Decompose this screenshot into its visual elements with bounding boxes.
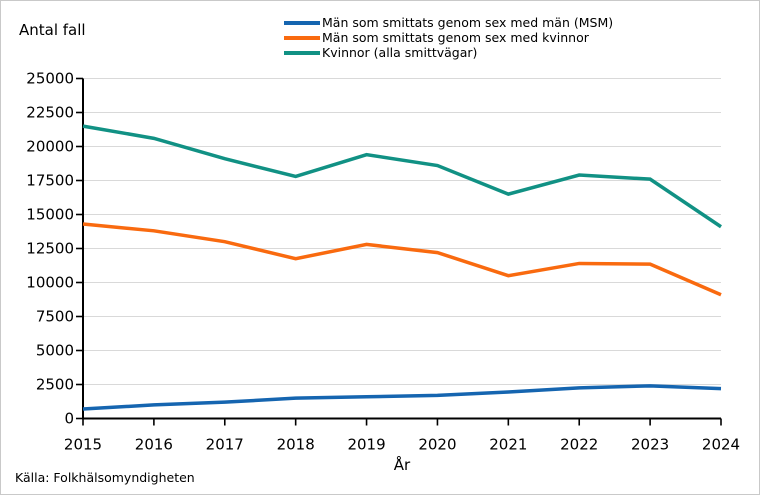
legend: Män som smittats genom sex med män (MSM)… <box>284 15 613 60</box>
y-tick-label: 22500 <box>26 104 74 122</box>
y-tick-label: 12500 <box>26 240 74 258</box>
legend-label: Kvinnor (alla smittvägar) <box>322 45 478 60</box>
y-tick-label: 7500 <box>36 308 74 326</box>
y-tick-label: 10000 <box>26 274 74 292</box>
y-tick-label: 5000 <box>36 342 74 360</box>
source-note: Källa: Folkhälsomyndigheten <box>15 470 195 485</box>
legend-label: Män som smittats genom sex med kvinnor <box>322 30 589 45</box>
legend-swatch <box>284 20 320 25</box>
y-tick-label: 0 <box>64 410 74 428</box>
legend-swatch <box>284 50 320 55</box>
y-tick-label: 25000 <box>26 70 74 88</box>
legend-item-1: Män som smittats genom sex med kvinnor <box>284 30 613 45</box>
x-tick-label: 2023 <box>631 436 669 454</box>
y-tick-label: 2500 <box>36 376 74 394</box>
series-line-0 <box>82 384 722 411</box>
y-tick-label: 15000 <box>26 206 74 224</box>
legend-item-0: Män som smittats genom sex med män (MSM) <box>284 15 613 30</box>
y-tick-label: 17500 <box>26 172 74 190</box>
x-tick-label: 2017 <box>206 436 244 454</box>
x-tick-label: 2022 <box>560 436 598 454</box>
x-axis-title: År <box>393 456 411 474</box>
series-line-2 <box>82 124 722 229</box>
legend-item-2: Kvinnor (alla smittvägar) <box>284 45 613 60</box>
x-tick-label: 2018 <box>277 436 315 454</box>
x-tick-label: 2016 <box>135 436 173 454</box>
x-tick-label: 2020 <box>418 436 456 454</box>
x-tick-label: 2024 <box>702 436 740 454</box>
legend-swatch <box>284 35 320 40</box>
legend-label: Män som smittats genom sex med män (MSM) <box>322 15 614 30</box>
x-tick-label: 2021 <box>489 436 527 454</box>
x-tick-label: 2019 <box>347 436 385 454</box>
x-tick-label: 2015 <box>64 436 102 454</box>
series-line-1 <box>82 222 722 297</box>
y-tick-label: 20000 <box>26 138 74 156</box>
y-axis-title: Antal fall <box>19 21 86 39</box>
